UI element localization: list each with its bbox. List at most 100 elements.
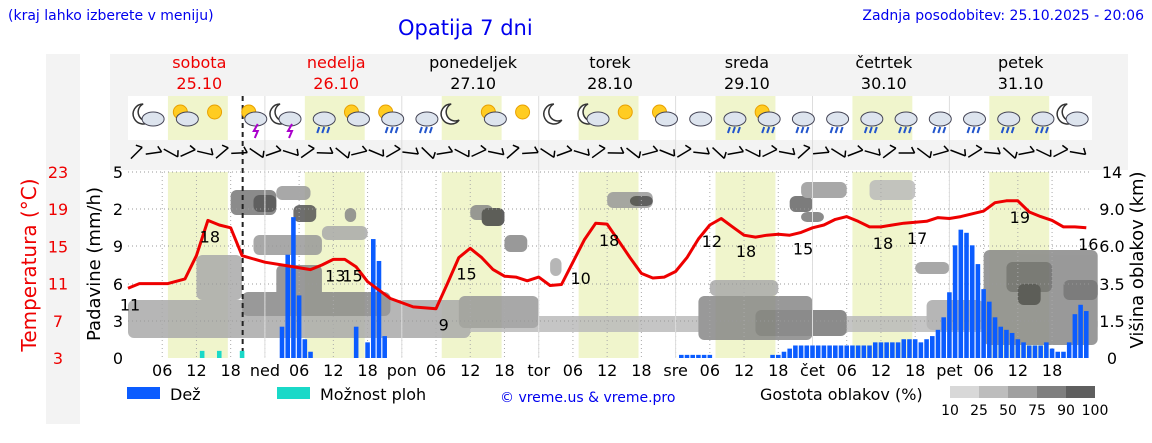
cloud-density-cell bbox=[789, 196, 813, 212]
wind-feather bbox=[553, 150, 556, 158]
wind-feather bbox=[382, 149, 385, 157]
cloud-rain-icon bbox=[1031, 111, 1055, 134]
wind-barb-icon bbox=[282, 148, 299, 157]
wind-shaft bbox=[1002, 147, 1016, 159]
rain-drop bbox=[731, 126, 736, 134]
sun-cloud-rain-icon bbox=[754, 104, 781, 134]
wind-feather bbox=[566, 145, 573, 151]
credit-text: © vreme.us & vreme.pro bbox=[500, 390, 675, 406]
temperature-label: 13 bbox=[325, 266, 345, 285]
rain-bar bbox=[964, 232, 969, 358]
cloud-shape bbox=[278, 111, 302, 127]
wind-barb-icon bbox=[454, 148, 470, 158]
x-tick-label: 12 bbox=[597, 361, 617, 380]
rain-drop bbox=[863, 126, 868, 134]
rain-bar bbox=[679, 354, 684, 358]
cloud-rain-icon bbox=[312, 111, 336, 134]
wind-barb-icon bbox=[1035, 148, 1052, 158]
wind-feather bbox=[792, 147, 796, 155]
cloud-density-scale-label: 75 bbox=[1028, 403, 1046, 419]
rain-drop bbox=[321, 126, 326, 134]
wind-barb-icon bbox=[864, 148, 881, 156]
wind-barb-icon bbox=[607, 146, 625, 154]
cloud-rain-icon bbox=[860, 111, 884, 134]
wind-barb-icon bbox=[745, 148, 761, 158]
rain-drop bbox=[868, 126, 873, 134]
cloud-density-scale-label: 10 bbox=[941, 403, 959, 419]
wind-feather bbox=[1049, 149, 1052, 157]
rain-drop bbox=[1045, 126, 1049, 134]
wind-feather bbox=[706, 147, 710, 155]
day-name: četrtek bbox=[855, 53, 913, 72]
x-tick-label: 06 bbox=[152, 361, 172, 380]
rain-drop bbox=[316, 126, 321, 134]
wind-shaft bbox=[762, 148, 778, 158]
wind-shaft bbox=[1053, 148, 1069, 158]
wind-feather bbox=[889, 144, 897, 149]
rain-bar bbox=[838, 345, 844, 358]
wind-barb-icon bbox=[385, 144, 401, 158]
moon-icon bbox=[440, 103, 460, 125]
rain-bar bbox=[1021, 342, 1026, 358]
precipitation-tick: 5 bbox=[113, 163, 123, 182]
wind-shaft bbox=[1018, 150, 1035, 156]
wind-feather bbox=[394, 144, 401, 150]
cloud-rain-icon bbox=[928, 111, 952, 134]
wind-feather bbox=[262, 150, 265, 158]
x-tick-label: 18 bbox=[357, 361, 377, 380]
rain-bar bbox=[1049, 348, 1055, 358]
sun-cloud-icon bbox=[172, 104, 199, 127]
rain-bar bbox=[781, 351, 787, 358]
rain-drop bbox=[326, 126, 331, 134]
precipitation-tick: 6 bbox=[113, 275, 123, 294]
rain-bar bbox=[878, 342, 884, 358]
wind-feather bbox=[652, 145, 659, 152]
wind-feather bbox=[910, 146, 916, 154]
cloud-shape bbox=[141, 111, 165, 127]
rain-bar bbox=[376, 260, 382, 358]
rain-bar bbox=[707, 354, 713, 358]
rain-drop bbox=[428, 126, 433, 134]
rain-bar bbox=[907, 339, 912, 358]
day-headers: sobota 25.10 nedelja 26.10 ponedeljek 27.10 to… bbox=[172, 53, 1044, 93]
wind-feather bbox=[468, 150, 470, 157]
sun-shape bbox=[515, 104, 531, 120]
precipitation-axis: 0 3 6 9 2 5 Padavine (mm/h) bbox=[84, 163, 123, 368]
wind-barb-icon bbox=[813, 146, 830, 155]
wind-barb-icon bbox=[300, 144, 315, 159]
wind-feather bbox=[738, 145, 744, 153]
rain-bar bbox=[947, 292, 952, 358]
lightning-shape bbox=[252, 123, 260, 139]
cloud-height-axis-title: Višina oblakov (km) bbox=[1127, 171, 1148, 348]
cloud-shape bbox=[791, 111, 815, 127]
wind-shaft bbox=[522, 151, 539, 155]
cloud-shape bbox=[175, 111, 199, 127]
cloud-density-legend-title: Gostota oblakov (%) bbox=[760, 385, 923, 404]
wind-shaft bbox=[556, 149, 573, 157]
wind-feather bbox=[135, 144, 143, 149]
cloud-height-tick: 6.0 bbox=[1099, 237, 1124, 256]
wind-shaft bbox=[265, 149, 282, 157]
cloud-density-swatch bbox=[1008, 386, 1037, 398]
cloud-shape bbox=[963, 111, 987, 127]
rain-drop bbox=[966, 126, 971, 134]
rain-drop bbox=[418, 126, 423, 134]
wind-feather bbox=[1014, 151, 1018, 159]
rain-drop bbox=[829, 126, 834, 134]
rain-bar bbox=[975, 264, 981, 358]
cloud-shape bbox=[723, 111, 747, 127]
precipitation-axis-title: Padavine (mm/h) bbox=[84, 187, 105, 341]
rain-bar bbox=[958, 229, 964, 358]
wind-feather bbox=[587, 148, 590, 156]
x-tick-label: 18 bbox=[220, 361, 240, 380]
x-tick-label: 18 bbox=[1042, 361, 1062, 380]
wind-feather bbox=[673, 149, 676, 157]
cloud-density-swatch bbox=[950, 386, 979, 398]
rain-bar bbox=[690, 354, 695, 358]
cloud-shape bbox=[1065, 111, 1089, 127]
rain-bar bbox=[901, 339, 907, 358]
wind-feather bbox=[329, 146, 334, 154]
day-name: ponedeljek bbox=[429, 53, 518, 72]
cloud-density-cell bbox=[458, 296, 539, 328]
